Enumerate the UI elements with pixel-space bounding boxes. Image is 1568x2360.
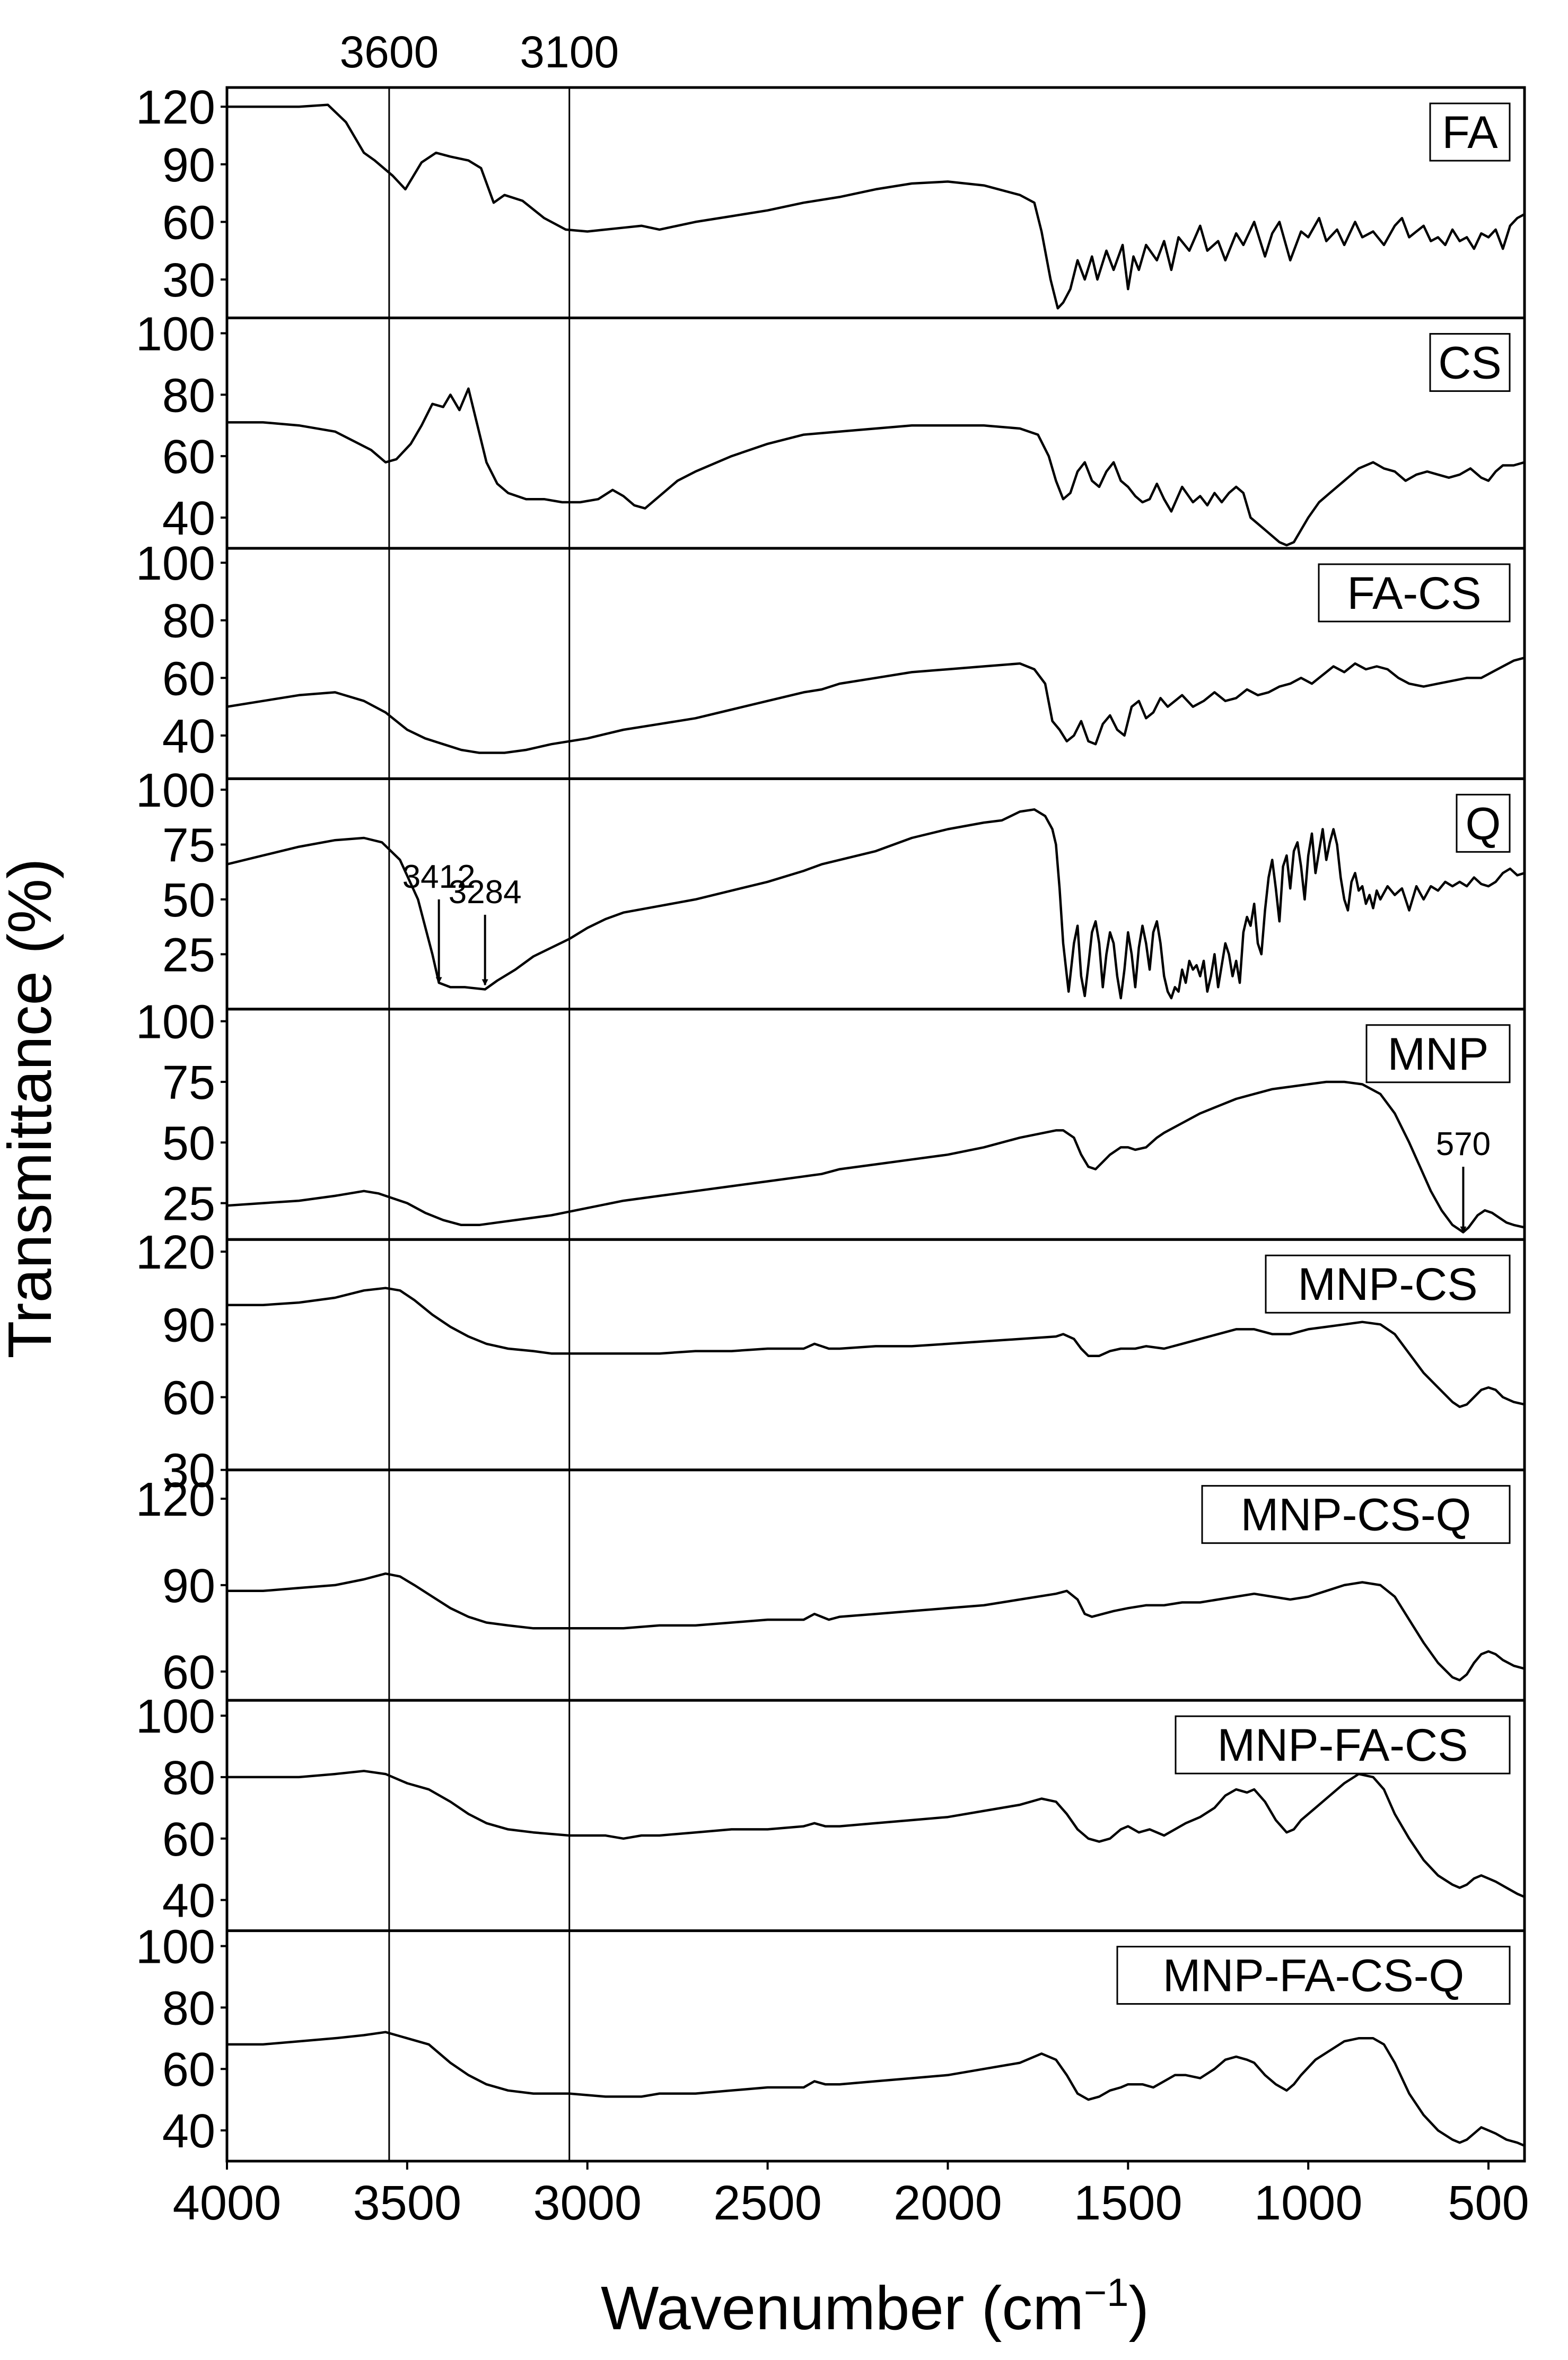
y-tick-label: 40	[162, 492, 215, 545]
reference-line-label: 3100	[520, 27, 619, 77]
reference-line-label: 3600	[339, 27, 439, 77]
x-axis-label-main: Wavenumber (cm	[601, 2274, 1084, 2342]
x-tick-label: 2000	[894, 2176, 1002, 2230]
y-tick-label: 60	[162, 1371, 215, 1424]
y-tick-label: 80	[162, 369, 215, 422]
y-tick-label: 40	[162, 2105, 215, 2158]
legend-box	[1201, 1485, 1511, 1544]
y-tick-label: 90	[162, 1560, 215, 1613]
x-tick-label: 1000	[1254, 2176, 1363, 2230]
x-tick-label: 3000	[533, 2176, 642, 2230]
panel-frame	[225, 86, 1526, 319]
y-tick-label: 100	[136, 537, 215, 590]
y-tick-label: 75	[162, 819, 215, 872]
series-line-mnp	[226, 1080, 1525, 1234]
y-tick-label: 60	[162, 652, 215, 705]
legend-label: MNP	[1387, 1029, 1488, 1080]
legend-box	[1456, 793, 1511, 853]
panel-frame	[225, 1929, 1526, 2163]
panel-mnp: 25 50 75 100 MNP	[136, 996, 1526, 1241]
legend-label: Q	[1466, 798, 1501, 849]
y-tick-label: 60	[162, 2043, 215, 2096]
panel-mnp-fa-cs: 40 60 80 100 MNP-FA-CS	[136, 1690, 1526, 1933]
panel-mnp-cs-q: 60 90 120 MNP-CS-Q	[136, 1469, 1526, 1702]
series-line-cs	[227, 387, 1525, 547]
y-tick-label: 100	[136, 996, 215, 1049]
series-line-fa	[227, 103, 1526, 310]
panel-frame	[225, 1008, 1526, 1241]
y-tick-label: 50	[162, 874, 215, 927]
legend-box	[1429, 333, 1511, 392]
x-tick-label: 500	[1448, 2176, 1529, 2230]
legend-label: CS	[1438, 337, 1501, 388]
y-tick-label: 30	[162, 254, 215, 307]
panel-mnp-fa-cs-q: 40 60 80 100 MNP-FA-CS-Q	[136, 1921, 1526, 2163]
y-tick-label: 80	[162, 595, 215, 648]
x-axis-label: Wavenumber (cm−1)	[601, 2270, 1149, 2342]
y-tick-label: 60	[162, 431, 215, 484]
x-axis-label-close: )	[1128, 2274, 1149, 2342]
y-tick-label: 80	[162, 1752, 215, 1805]
y-tick-label: 25	[162, 929, 215, 982]
legend-label: FA	[1442, 107, 1498, 158]
panel-mnp-cs: 30 60 90 120 MNP-CS	[136, 1226, 1526, 1498]
series-line-fa-cs	[226, 657, 1525, 754]
series-line-mnp-cs-q	[227, 1572, 1525, 1682]
legend-box	[1265, 1254, 1511, 1314]
y-tick-label: 60	[162, 1813, 215, 1866]
y-tick-label: 30	[162, 1445, 215, 1498]
x-axis: 4000 3500 3000 2500 2000 1500 1000 500	[173, 2161, 1529, 2230]
panel-cs: 40 60 80 100 CS	[136, 308, 1526, 550]
annotation-label: 570	[1436, 1126, 1491, 1162]
annotation-label: 3412	[402, 859, 476, 895]
legend-box	[1116, 1946, 1511, 2005]
y-tick-label: 90	[162, 139, 215, 192]
x-tick-label: 1500	[1074, 2176, 1182, 2230]
series-line-mnp-cs	[227, 1287, 1525, 1409]
x-axis-label-superscript: −1	[1084, 2270, 1128, 2314]
series-line-mnp-fa-cs-q	[227, 2031, 1525, 2147]
panel-frame	[225, 316, 1526, 550]
y-tick-label: 100	[136, 1690, 215, 1743]
legend-label: MNP-FA-CS-Q	[1163, 1951, 1465, 2001]
y-tick-label: 40	[162, 710, 215, 763]
legend-box	[1175, 1715, 1511, 1775]
y-tick-label: 80	[162, 1982, 215, 2035]
y-tick-label: 120	[136, 1473, 215, 1526]
annotation-label: 3284	[449, 874, 522, 911]
y-tick-label: 75	[162, 1056, 215, 1109]
y-tick-label: 60	[162, 196, 215, 249]
legend-label: MNP-CS-Q	[1241, 1490, 1471, 1541]
y-tick-label: 100	[136, 308, 215, 361]
legend-box	[1429, 102, 1511, 162]
y-axis-label: Transmittance (%)	[0, 858, 64, 1358]
legend-box	[1318, 563, 1511, 623]
y-tick-label: 40	[162, 1875, 215, 1928]
y-tick-label: 100	[136, 1921, 215, 1974]
y-tick-label: 120	[136, 1226, 215, 1279]
y-tick-label: 120	[136, 81, 215, 134]
series-line-mnp-fa-cs	[227, 1770, 1525, 1898]
y-tick-label: 25	[162, 1178, 215, 1231]
legend-label: MNP-CS	[1298, 1259, 1477, 1310]
x-tick-label: 4000	[173, 2176, 282, 2230]
x-tick-label: 2500	[713, 2176, 822, 2230]
y-tick-label: 50	[162, 1117, 215, 1170]
y-tick-label: 90	[162, 1299, 215, 1352]
legend-label: MNP-FA-CS	[1217, 1720, 1468, 1771]
x-tick-label: 3500	[353, 2176, 462, 2230]
legend-box	[1365, 1024, 1511, 1083]
series-line-q	[226, 808, 1525, 1000]
legend-label: FA-CS	[1347, 568, 1481, 619]
y-tick-label: 60	[162, 1646, 215, 1699]
y-tick-label: 100	[136, 764, 215, 817]
